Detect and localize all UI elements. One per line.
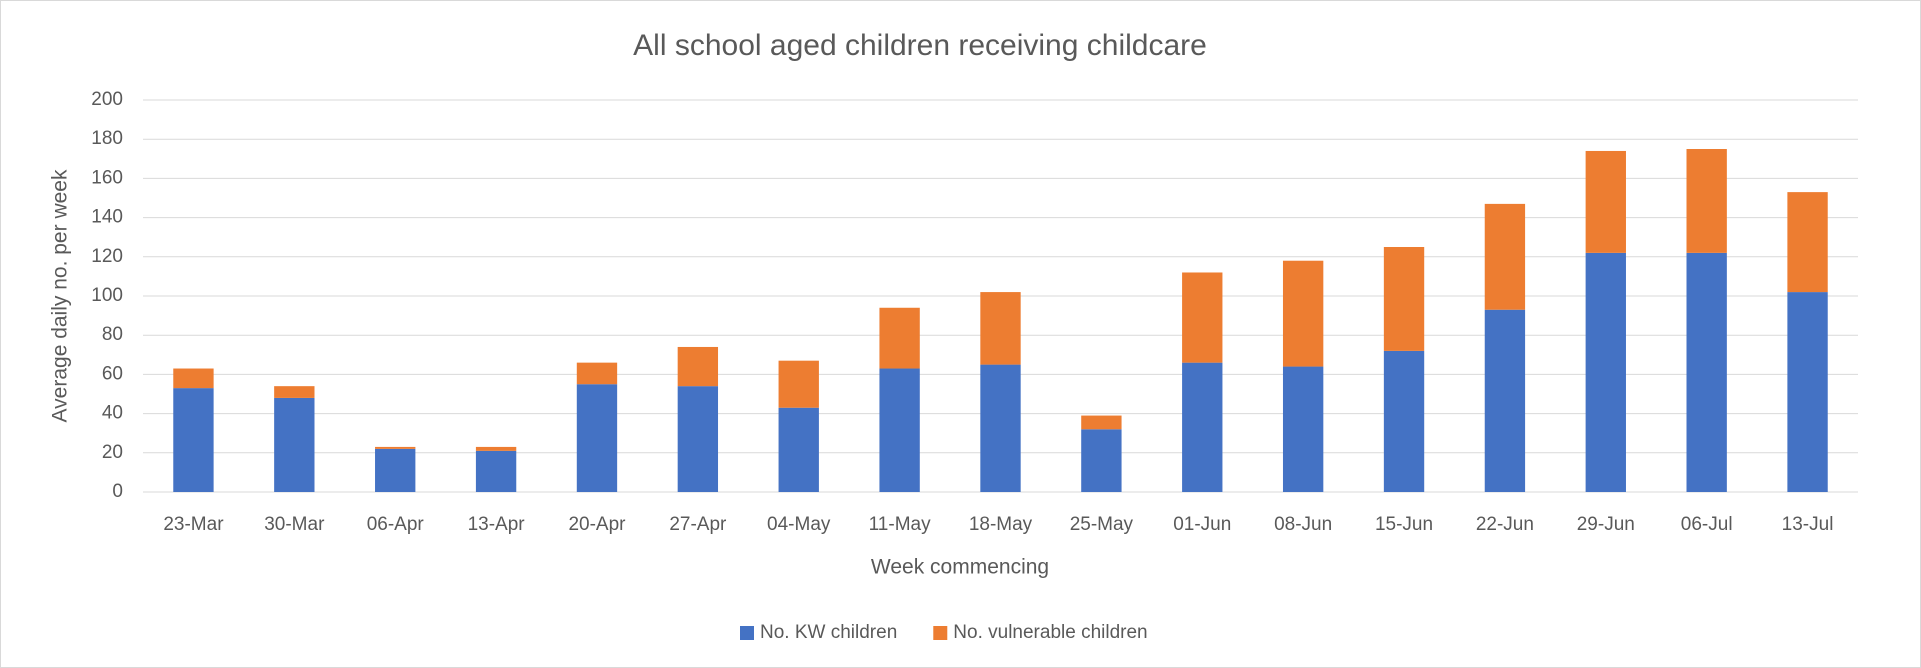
bar-segment	[274, 386, 315, 398]
x-tick-label: 11-May	[869, 514, 931, 535]
x-tick-label: 18-May	[969, 514, 1033, 535]
y-tick-label: 200	[91, 89, 123, 110]
bar-segment	[677, 346, 719, 387]
bar-segment	[576, 362, 618, 385]
bar-segment	[879, 368, 920, 492]
y-tick-label: 0	[112, 481, 123, 502]
bar-segment	[576, 384, 618, 492]
bar-segment	[375, 446, 416, 449]
bar-segment	[1383, 350, 1425, 492]
y-tick-label: 120	[91, 246, 123, 267]
bar-segment	[1686, 149, 1727, 253]
y-tick-label: 80	[102, 324, 123, 345]
x-tick-label: 15-Jun	[1375, 514, 1433, 535]
bar-segment	[375, 448, 416, 492]
x-tick-label: 08-Jun	[1274, 514, 1332, 535]
bar-segment	[1484, 309, 1526, 492]
x-axis-title: Week commencing	[871, 556, 1049, 579]
bar-segment	[1787, 292, 1828, 492]
bar-segment	[1585, 150, 1626, 253]
x-tick-label: 25-May	[1070, 514, 1134, 535]
bar-segment	[1585, 252, 1626, 492]
bar-segment	[1081, 429, 1122, 492]
x-tick-label: 06-Jul	[1681, 514, 1733, 535]
y-tick-label: 40	[102, 403, 123, 424]
x-tick-label: 04-May	[767, 514, 831, 535]
bar-segment	[475, 446, 517, 451]
bar-segment	[1686, 252, 1727, 492]
legend-label: No. vulnerable children	[953, 622, 1147, 643]
bar-segment	[879, 307, 920, 369]
x-tick-label: 13-Apr	[468, 514, 526, 535]
x-tick-label: 13-Jul	[1782, 514, 1834, 535]
bar-segment	[1282, 260, 1324, 367]
bar-segment	[677, 386, 719, 492]
legend-swatch	[740, 626, 754, 640]
bar-segment	[778, 360, 819, 408]
bar-segment	[1282, 366, 1324, 492]
x-tick-label: 29-Jun	[1577, 514, 1635, 535]
x-tick-label: 20-Apr	[568, 514, 626, 535]
bar-segment	[173, 368, 214, 389]
bar-segment	[475, 450, 517, 492]
y-axis-title: Average daily no. per week	[49, 169, 72, 422]
bar-segment	[1484, 203, 1526, 310]
x-tick-label: 23-Mar	[163, 514, 224, 535]
bar-segment	[980, 292, 1021, 365]
x-tick-label: 01-Jun	[1173, 514, 1231, 535]
bar-segment	[1182, 272, 1223, 363]
bar-segment	[173, 388, 214, 492]
chart-title: All school aged children receiving child…	[633, 29, 1207, 62]
x-tick-label: 27-Apr	[669, 514, 727, 535]
bar-segment	[1383, 247, 1425, 351]
bar-segment	[274, 397, 315, 492]
legend-label: No. KW children	[760, 622, 897, 643]
bar-segment	[1081, 415, 1122, 430]
x-tick-label: 06-Apr	[367, 514, 425, 535]
y-tick-label: 180	[91, 128, 123, 149]
y-tick-label: 140	[91, 207, 123, 228]
legend-swatch	[933, 626, 948, 640]
x-tick-label: 22-Jun	[1476, 514, 1534, 535]
bar-segment	[778, 407, 819, 492]
bar-segment	[1787, 192, 1828, 293]
y-tick-label: 100	[91, 285, 123, 306]
bar-segment	[980, 364, 1021, 492]
bar-segment	[1182, 362, 1223, 492]
x-tick-label: 30-Mar	[264, 514, 325, 535]
y-tick-label: 60	[102, 363, 123, 384]
y-tick-label: 160	[91, 167, 123, 188]
y-tick-label: 20	[102, 442, 123, 463]
